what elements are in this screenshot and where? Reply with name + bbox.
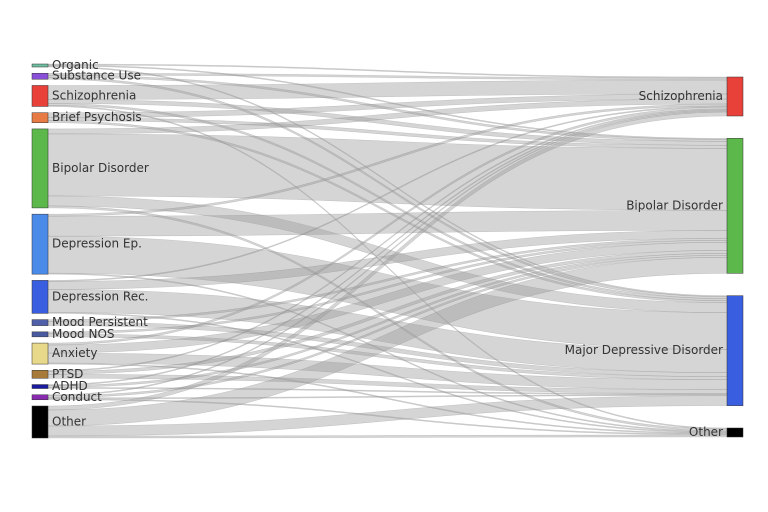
target-node <box>726 76 744 117</box>
source-label: Depression Ep. <box>52 237 142 251</box>
target-label: Schizophrenia <box>639 89 723 103</box>
source-node <box>31 331 49 338</box>
source-node <box>31 72 49 80</box>
source-label: Mood Persistent <box>52 315 148 329</box>
source-node <box>31 319 49 326</box>
target-node <box>726 138 744 274</box>
target-label: Other <box>689 425 723 439</box>
source-node <box>31 394 49 401</box>
link <box>47 434 728 439</box>
source-label: Mood NOS <box>52 327 115 341</box>
source-node <box>31 128 49 209</box>
source-node <box>31 213 49 275</box>
source-label: ADHD <box>52 379 88 393</box>
source-label: Schizophrenia <box>52 88 136 102</box>
source-node <box>31 280 49 314</box>
source-node <box>31 112 49 123</box>
source-label: Substance Use <box>52 69 141 83</box>
source-label: Bipolar Disorder <box>52 161 149 175</box>
source-label: Depression Rec. <box>52 289 149 303</box>
source-node <box>31 384 49 389</box>
links <box>47 63 728 439</box>
source-node <box>31 405 49 439</box>
target-label: Major Depressive Disorder <box>565 343 723 357</box>
target-node <box>726 427 744 438</box>
source-node <box>31 85 49 107</box>
source-label: PTSD <box>52 367 83 381</box>
source-label: Other <box>52 415 86 429</box>
source-label: Brief Psychosis <box>52 110 142 124</box>
target-label: Bipolar Disorder <box>626 198 723 212</box>
source-node <box>31 370 49 379</box>
source-label: Organic <box>52 58 99 72</box>
source-node <box>31 342 49 365</box>
source-label: Conduct <box>52 390 102 404</box>
target-node <box>726 295 744 406</box>
source-label: Anxiety <box>52 346 97 360</box>
source-node <box>31 63 49 68</box>
